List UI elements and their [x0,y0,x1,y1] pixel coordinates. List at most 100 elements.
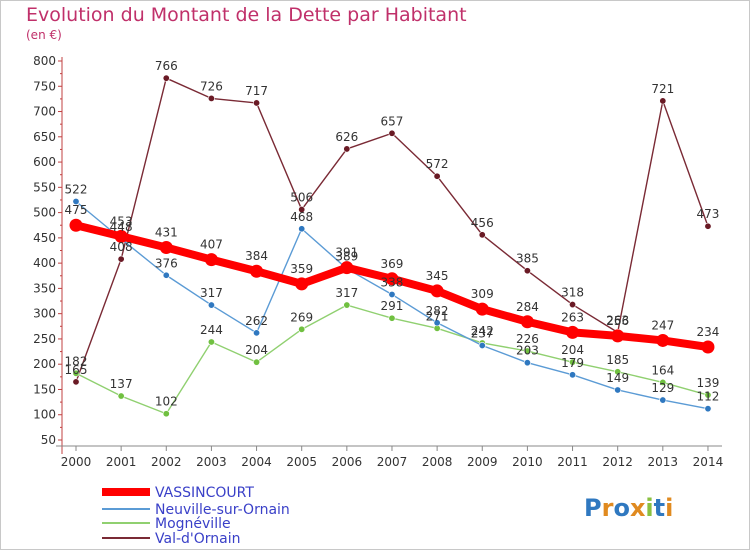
data-label: 317 [335,286,358,300]
data-point [207,301,215,309]
data-point [69,218,83,232]
data-label: 164 [651,363,674,377]
x-tick-label: 2011 [557,455,588,469]
data-point [253,99,261,107]
x-tick-label: 2004 [241,455,272,469]
data-label: 242 [471,324,494,338]
data-label: 359 [290,262,313,276]
data-label: 182 [65,354,88,368]
x-tick-label: 2013 [648,455,679,469]
data-label: 721 [651,82,674,96]
data-point [569,371,577,379]
data-label: 626 [335,130,358,144]
legend-label: Neuville-sur-Ornain [155,502,290,518]
data-label: 282 [426,304,449,318]
data-point [253,358,261,366]
y-tick-label: 600 [33,155,56,169]
chart-title: Evolution du Montant de la Dette par Hab… [26,4,467,26]
data-point [162,410,170,418]
data-label: 269 [290,310,313,324]
data-label: 376 [155,256,178,270]
y-tick-label: 650 [33,130,56,144]
data-label: 338 [381,275,404,289]
x-tick-label: 2005 [286,455,317,469]
data-label: 139 [697,376,720,390]
series-main [69,218,715,354]
data-point [614,386,622,394]
data-point [343,301,351,309]
data-label: 137 [110,377,133,391]
data-label: 345 [426,269,449,283]
data-label: 291 [381,299,404,313]
y-tick-label: 800 [33,54,56,68]
data-point [430,284,444,298]
data-point [295,277,309,291]
data-point [656,333,670,347]
data-label: 284 [516,300,539,314]
data-point [72,197,80,205]
data-point [162,74,170,82]
y-tick-label: 400 [33,256,56,270]
data-point [611,329,625,343]
data-point [204,253,218,267]
y-tick-label: 450 [33,231,56,245]
data-point [566,325,580,339]
x-tick-label: 2001 [106,455,137,469]
data-label: 384 [245,249,268,263]
data-point [659,378,667,386]
data-point [433,172,441,180]
data-point [475,302,489,316]
data-label: 226 [516,332,539,346]
y-tick-label: 700 [33,105,56,119]
x-tick-label: 2008 [422,455,453,469]
y-tick-label: 550 [33,180,56,194]
data-label: 165 [65,363,88,377]
data-point [298,225,306,233]
data-point [298,325,306,333]
series-layer [69,74,715,418]
y-tick-label: 50 [41,433,56,447]
series-2 [72,301,712,418]
data-label: 453 [110,214,133,228]
data-label: 318 [561,286,584,300]
data-point [704,391,712,399]
y-tick-label: 250 [33,332,56,346]
data-point [704,222,712,230]
data-point [207,338,215,346]
data-point [523,267,531,275]
y-tick-label: 200 [33,357,56,371]
data-label: 385 [516,252,539,266]
x-tick-label: 2009 [467,455,498,469]
data-point [159,240,173,254]
data-label: 468 [290,210,313,224]
data-point [478,231,486,239]
data-point [659,97,667,105]
data-label: 262 [245,314,268,328]
data-label: 317 [200,286,223,300]
data-point [388,314,396,322]
data-label: 475 [65,203,88,217]
data-label: 717 [245,84,268,98]
data-point [117,255,125,263]
data-labels: 165 408 766 726 717 506 626 657 572 456 385 318 263 7… [65,59,720,409]
data-label: 204 [245,343,268,357]
data-label: 309 [471,287,494,301]
data-label: 185 [606,353,629,367]
x-tick-label: 2010 [512,455,543,469]
data-point [520,315,534,329]
data-label: 102 [155,395,178,409]
axes: 50 100 150 200 250 300 350 400 450 500 550 600 650 70… [33,54,723,469]
data-point [478,342,486,350]
data-label: 572 [426,157,449,171]
data-point [659,396,667,404]
data-label: 271 [426,309,449,323]
data-label: 237 [471,327,494,341]
data-point [343,145,351,153]
data-label: 391 [335,246,358,260]
data-label: 369 [381,257,404,271]
x-tick-label: 2002 [151,455,182,469]
data-label: 234 [697,325,720,339]
data-point [704,405,712,413]
data-label: 263 [606,313,629,327]
data-label: 244 [200,323,223,337]
